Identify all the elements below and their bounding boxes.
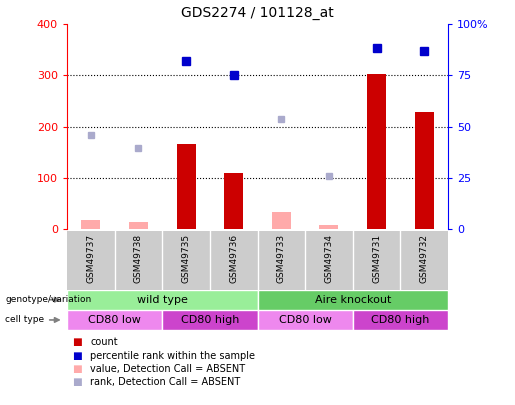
Text: CD80 low: CD80 low: [279, 315, 332, 325]
Bar: [162, 310, 258, 330]
Bar: [367, 74, 386, 229]
Bar: [272, 212, 291, 229]
Text: cell type: cell type: [5, 315, 44, 324]
Title: GDS2274 / 101128_at: GDS2274 / 101128_at: [181, 6, 334, 21]
Text: ■: ■: [72, 351, 82, 360]
Bar: [67, 310, 162, 330]
Bar: [353, 310, 448, 330]
Text: value, Detection Call = ABSENT: value, Detection Call = ABSENT: [90, 364, 245, 374]
Bar: [67, 290, 258, 310]
Text: GSM49732: GSM49732: [420, 234, 428, 283]
Text: genotype/variation: genotype/variation: [5, 295, 91, 304]
Text: GSM49733: GSM49733: [277, 234, 286, 283]
Bar: [81, 220, 100, 229]
Text: GSM49736: GSM49736: [229, 234, 238, 283]
Text: GSM49738: GSM49738: [134, 234, 143, 283]
Text: CD80 high: CD80 high: [181, 315, 239, 325]
Bar: [258, 310, 353, 330]
Text: CD80 low: CD80 low: [88, 315, 141, 325]
Text: percentile rank within the sample: percentile rank within the sample: [90, 351, 255, 360]
Text: rank, Detection Call = ABSENT: rank, Detection Call = ABSENT: [90, 377, 241, 387]
Bar: [415, 112, 434, 229]
Text: GSM49734: GSM49734: [324, 234, 333, 283]
Text: count: count: [90, 337, 118, 347]
Text: CD80 high: CD80 high: [371, 315, 430, 325]
Bar: [177, 145, 196, 229]
Text: Aire knockout: Aire knockout: [315, 295, 391, 305]
Text: wild type: wild type: [137, 295, 187, 305]
Text: ■: ■: [72, 364, 82, 374]
Bar: [129, 222, 148, 229]
Text: ■: ■: [72, 337, 82, 347]
Text: GSM49737: GSM49737: [87, 234, 95, 283]
Text: ■: ■: [72, 377, 82, 387]
Text: GSM49731: GSM49731: [372, 234, 381, 283]
Bar: [258, 290, 448, 310]
Text: GSM49735: GSM49735: [182, 234, 191, 283]
Bar: [224, 173, 243, 229]
Bar: [319, 225, 338, 229]
